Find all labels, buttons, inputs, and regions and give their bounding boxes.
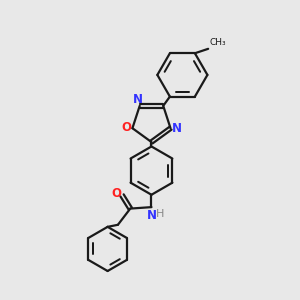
Text: O: O: [112, 187, 122, 200]
Text: N: N: [147, 209, 158, 223]
Text: N: N: [133, 93, 143, 106]
Text: N: N: [172, 122, 182, 135]
Text: CH₃: CH₃: [210, 38, 226, 47]
Text: O: O: [121, 121, 131, 134]
Text: H: H: [156, 209, 164, 220]
